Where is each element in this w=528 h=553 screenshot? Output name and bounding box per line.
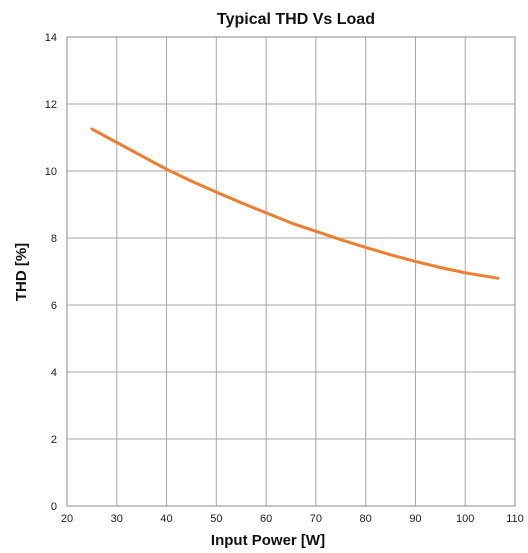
y-tick-label: 2 [51, 434, 57, 446]
x-tick-label: 100 [456, 513, 474, 525]
x-tick-label: 30 [111, 513, 123, 525]
grid [66, 36, 516, 507]
x-tick-label: 40 [160, 513, 172, 525]
x-tick-label: 110 [506, 513, 524, 525]
series-line [90, 127, 500, 280]
y-axis-label: THD [%] [13, 243, 30, 301]
plot-area-border [66, 36, 516, 507]
y-tick-label: 12 [45, 99, 57, 111]
y-tick-label: 4 [51, 367, 57, 379]
y-tick-label: 6 [51, 300, 57, 312]
x-tick-label: 20 [61, 513, 73, 525]
x-axis-label: Input Power [W] [211, 532, 325, 549]
chart-title: Typical THD Vs Load [217, 11, 375, 28]
x-tick-label: 80 [360, 513, 372, 525]
x-tick-label: 70 [310, 513, 322, 525]
series [90, 127, 500, 280]
x-tick-label: 60 [260, 513, 272, 525]
y-tick-label: 14 [45, 32, 57, 44]
x-tick-label: 50 [210, 513, 222, 525]
y-tick-label: 0 [51, 501, 57, 513]
tick-labels: 20 30 40 50 60 70 80 90 100 110 0 2 4 6 8 10 12 14 [45, 32, 524, 525]
y-tick-label: 10 [45, 166, 57, 178]
y-tick-label: 8 [51, 233, 57, 245]
x-tick-label: 90 [409, 513, 421, 525]
